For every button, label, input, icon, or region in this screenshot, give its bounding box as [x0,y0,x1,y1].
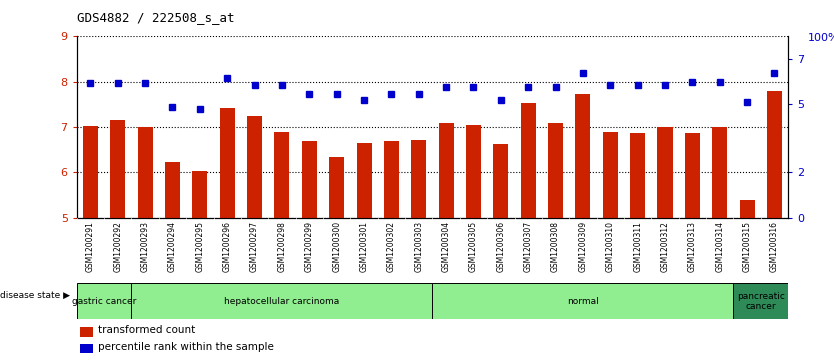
Bar [83,126,98,218]
Bar [432,283,733,319]
Text: pancreatic
cancer: pancreatic cancer [736,291,785,311]
Text: GSM1200291: GSM1200291 [86,221,95,272]
Text: GSM1200296: GSM1200296 [223,221,232,272]
Text: GDS4882 / 222508_s_at: GDS4882 / 222508_s_at [77,11,234,24]
Bar [193,171,208,218]
Text: GSM1200298: GSM1200298 [278,221,286,272]
Text: GSM1200302: GSM1200302 [387,221,396,272]
Bar [548,123,563,218]
Bar [740,200,755,218]
Text: GSM1200316: GSM1200316 [770,221,779,272]
Text: transformed count: transformed count [98,325,195,335]
Text: percentile rank within the sample: percentile rank within the sample [98,342,274,352]
Text: GSM1200294: GSM1200294 [168,221,177,272]
Bar [712,127,727,218]
Text: GSM1200293: GSM1200293 [141,221,149,272]
Bar [767,91,782,218]
Text: GSM1200315: GSM1200315 [742,221,751,272]
Bar [411,140,426,218]
Bar [302,141,317,218]
Bar [247,116,262,218]
Text: GSM1200303: GSM1200303 [414,221,423,272]
Text: GSM1200310: GSM1200310 [605,221,615,272]
Text: GSM1200304: GSM1200304 [442,221,450,272]
Bar [631,133,646,218]
Text: GSM1200292: GSM1200292 [113,221,123,272]
Bar [138,127,153,218]
Text: GSM1200297: GSM1200297 [250,221,259,272]
Text: GSM1200311: GSM1200311 [633,221,642,272]
Bar [77,283,132,319]
Bar [329,158,344,218]
Bar [219,107,234,218]
Text: GSM1200299: GSM1200299 [304,221,314,272]
Bar [466,125,481,218]
Text: GSM1200308: GSM1200308 [551,221,560,272]
Bar [603,132,618,218]
Text: disease state ▶: disease state ▶ [0,291,70,300]
Bar [384,140,399,218]
Bar [439,123,454,218]
Text: GSM1200306: GSM1200306 [496,221,505,272]
Bar [80,344,93,353]
Text: GSM1200305: GSM1200305 [469,221,478,272]
Bar [132,283,432,319]
Text: normal: normal [567,297,599,306]
Bar [685,133,700,218]
Bar [356,143,372,218]
Bar [110,120,125,218]
Text: hepatocellular carcinoma: hepatocellular carcinoma [224,297,339,306]
Text: gastric cancer: gastric cancer [72,297,136,306]
Text: GSM1200314: GSM1200314 [716,221,724,272]
Text: GSM1200309: GSM1200309 [579,221,587,272]
Text: GSM1200301: GSM1200301 [359,221,369,272]
Bar [493,144,509,218]
Text: GSM1200313: GSM1200313 [688,221,697,272]
Y-axis label: 100%: 100% [808,33,834,43]
Bar [657,127,672,218]
Text: GSM1200312: GSM1200312 [661,221,670,272]
Text: GSM1200295: GSM1200295 [195,221,204,272]
Bar [80,327,93,337]
Bar [520,103,535,218]
Bar [575,94,590,218]
Bar [733,283,788,319]
Bar [274,132,289,218]
Bar [165,163,180,218]
Text: GSM1200307: GSM1200307 [524,221,533,272]
Text: GSM1200300: GSM1200300 [332,221,341,272]
